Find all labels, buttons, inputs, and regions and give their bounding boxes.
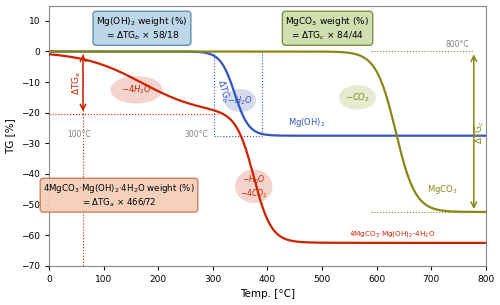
Text: $-H_2O$: $-H_2O$ [242, 174, 266, 186]
Text: $\Delta$TG$_c$: $\Delta$TG$_c$ [473, 120, 486, 144]
Y-axis label: TG [%]: TG [%] [6, 118, 16, 154]
Text: 100°C: 100°C [68, 130, 91, 139]
Text: Mg(OH)$_2$: Mg(OH)$_2$ [288, 116, 326, 129]
Text: $-4CO_2$: $-4CO_2$ [240, 188, 268, 200]
Text: $\Delta$TG$_a$: $\Delta$TG$_a$ [70, 71, 82, 95]
Text: MgCO$_3$ weight (%)
$=\Delta$TG$_c$ × 84/44: MgCO$_3$ weight (%) $=\Delta$TG$_c$ × 84… [286, 15, 370, 42]
Text: MgCO$_3$: MgCO$_3$ [427, 183, 457, 196]
Ellipse shape [224, 89, 256, 112]
Ellipse shape [339, 85, 376, 110]
Text: $-CO_2$: $-CO_2$ [345, 91, 370, 104]
Text: $-4H_2O$: $-4H_2O$ [121, 84, 152, 96]
Text: 4MgCO$_3$·Mg(OH)$_2$·4H$_2$O: 4MgCO$_3$·Mg(OH)$_2$·4H$_2$O [350, 229, 436, 239]
Text: 800°C: 800°C [446, 40, 469, 49]
Ellipse shape [236, 169, 273, 203]
Ellipse shape [110, 76, 162, 104]
Text: 300°C: 300°C [184, 130, 208, 139]
Text: $-H_2O$: $-H_2O$ [228, 94, 253, 107]
Text: Mg(OH)$_2$ weight (%)
$=\Delta$TG$_b$ × 58/18: Mg(OH)$_2$ weight (%) $=\Delta$TG$_b$ × … [96, 15, 188, 42]
Text: 4MgCO$_3$·Mg(OH)$_2$·4H$_2$O weight (%)
$=\Delta$TG$_a$ × 466/72: 4MgCO$_3$·Mg(OH)$_2$·4H$_2$O weight (%) … [43, 182, 195, 209]
X-axis label: Temp. [°C]: Temp. [°C] [240, 289, 295, 300]
Text: $\Delta$TG$_b$: $\Delta$TG$_b$ [214, 78, 232, 105]
